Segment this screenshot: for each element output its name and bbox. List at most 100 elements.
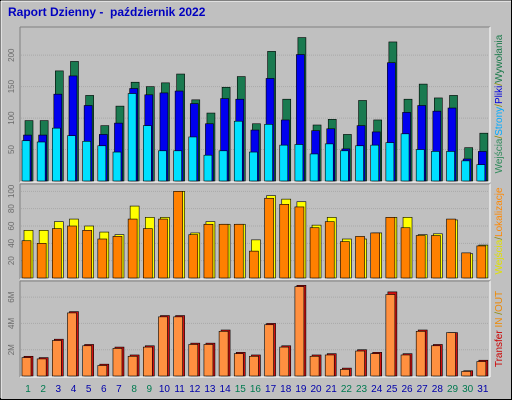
bar-pages xyxy=(370,144,380,182)
x-tick-label: 10 xyxy=(159,384,171,395)
bar-pages xyxy=(142,125,152,182)
bar-sites xyxy=(355,236,365,279)
legend-item: / xyxy=(494,237,505,240)
y-tick-label: 6M xyxy=(7,291,16,302)
bar-sites xyxy=(142,228,153,279)
bar-sites xyxy=(415,235,426,279)
x-tick-label: 4 xyxy=(71,384,77,395)
y-tick-label: 150 xyxy=(7,79,16,93)
bar-pages xyxy=(67,135,76,182)
bar-sites xyxy=(112,236,123,279)
x-tick-label: 5 xyxy=(86,384,92,395)
bar-transfer-out xyxy=(279,346,290,377)
x-tick-label: 12 xyxy=(189,384,201,395)
bar-sites xyxy=(476,245,487,279)
bar-sites xyxy=(188,234,199,279)
bar-transfer-out xyxy=(476,361,487,377)
legend-item: / xyxy=(494,104,505,107)
bar-pages xyxy=(52,127,61,182)
bar-transfer-out xyxy=(385,294,396,377)
bar-pages xyxy=(127,93,137,182)
bar-sites xyxy=(36,243,47,279)
bar-pages xyxy=(203,154,213,182)
x-tick-label: 22 xyxy=(341,384,353,395)
bar-sites xyxy=(249,250,259,279)
x-tick-label: 24 xyxy=(371,384,383,395)
bar-transfer-out xyxy=(188,344,199,377)
bar-sites xyxy=(385,217,396,279)
panel-bottom: 2M 4M 6M xyxy=(7,280,491,378)
bar-pages xyxy=(461,160,470,182)
bar-pages xyxy=(249,151,258,182)
bar-sites xyxy=(431,235,441,279)
bar-transfer-out xyxy=(218,331,229,377)
bar-sites xyxy=(279,204,290,279)
x-tick-label: 13 xyxy=(204,384,216,395)
bar-transfer-out xyxy=(340,369,350,377)
bar-transfer-out xyxy=(127,355,138,377)
x-tick-label: 23 xyxy=(356,384,368,395)
bar-pages xyxy=(21,140,31,182)
bar-sites xyxy=(233,223,244,279)
x-tick-label: 8 xyxy=(131,384,137,395)
bar-pages xyxy=(36,141,46,182)
bar-transfer-out xyxy=(203,344,214,377)
legend-item: Pliki xyxy=(494,86,505,104)
bar-sites xyxy=(400,227,411,279)
legend-item: / xyxy=(494,136,505,139)
bar-sites xyxy=(340,241,350,279)
bar-transfer-out xyxy=(431,345,441,377)
x-tick-label: 1 xyxy=(25,384,31,395)
panel-middle: 20 40 60 80 100 xyxy=(7,183,491,280)
bar-transfer-out xyxy=(249,355,259,377)
bar-pages xyxy=(309,153,319,182)
bar-sites xyxy=(218,223,229,279)
y-tick-label: 80 xyxy=(7,204,16,213)
bar-pages xyxy=(264,124,273,182)
bar-pages xyxy=(355,145,364,182)
bar-sites xyxy=(127,218,138,279)
bar-pages xyxy=(173,150,182,182)
page-title: Raport Dzienny - październik 2022 xyxy=(8,5,206,19)
bar-sites xyxy=(446,218,456,279)
bar-transfer-out xyxy=(82,345,92,377)
x-tick-label: 9 xyxy=(147,384,153,395)
x-tick-label: 7 xyxy=(116,384,122,395)
x-tick-label: 28 xyxy=(432,384,444,395)
bar-pages xyxy=(476,164,486,182)
x-tick-label: 18 xyxy=(280,384,292,395)
legend-item: IN xyxy=(494,315,505,331)
bar-sites xyxy=(461,252,471,279)
bar-sites xyxy=(294,206,305,279)
bar-pages xyxy=(340,150,349,182)
legend-item: Lokalizacje xyxy=(494,187,505,237)
bar-sites xyxy=(309,227,320,279)
bar-sites xyxy=(82,230,92,279)
bar-transfer-out xyxy=(36,358,47,377)
x-tick-label: 31 xyxy=(477,384,489,395)
bar-transfer-out xyxy=(142,346,153,377)
legend-item: Strony xyxy=(494,107,505,136)
legend-item: Wywołania xyxy=(494,34,505,83)
bar-transfer-out xyxy=(294,286,305,377)
bar-pages xyxy=(97,145,107,182)
x-tick-label: 19 xyxy=(295,384,307,395)
y-tick-label: 4M xyxy=(7,318,16,329)
bar-transfer-out xyxy=(21,357,32,377)
bar-transfer-out xyxy=(264,324,274,377)
x-tick-label: 27 xyxy=(417,384,429,395)
x-tick-label: 6 xyxy=(101,384,107,395)
x-tick-label: 25 xyxy=(386,384,398,395)
bar-sites xyxy=(264,197,274,279)
bar-transfer-out xyxy=(355,350,365,377)
x-tick-label: 15 xyxy=(235,384,247,395)
bar-transfer-out xyxy=(461,371,471,377)
legend-item: OUT xyxy=(494,291,505,312)
legend-bottom: Transfer IN /OUT xyxy=(494,291,505,367)
bar-transfer-out xyxy=(233,353,244,377)
legend-item: Wejścia xyxy=(494,239,505,274)
panel-top: 50 100 150 200 xyxy=(7,26,491,183)
bar-transfer-out xyxy=(67,312,77,377)
